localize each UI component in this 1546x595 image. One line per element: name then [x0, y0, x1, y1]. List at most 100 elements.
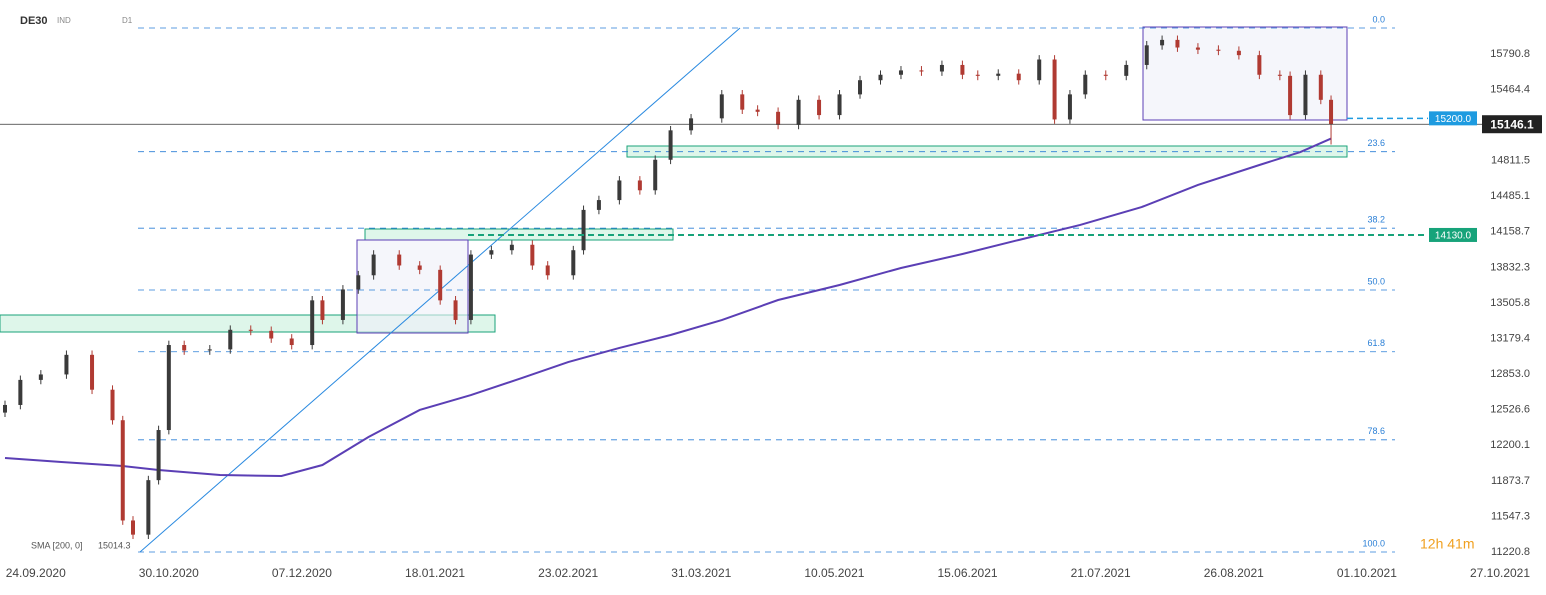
price-line-label: 14130.0: [1435, 231, 1472, 242]
candle-body: [1083, 74, 1088, 95]
last-price-box: [1482, 115, 1542, 134]
sma-legend: SMA [200, 0]: [31, 540, 83, 550]
candle-body: [740, 94, 745, 110]
candle-body: [509, 244, 514, 251]
candle-body: [1175, 39, 1180, 48]
y-tick-label: 12853.0: [1490, 368, 1530, 380]
y-tick-label: 11873.7: [1491, 475, 1530, 487]
candle-body: [960, 64, 965, 75]
candle-body: [975, 74, 980, 76]
candle-body: [489, 250, 494, 255]
fib-label: 50.0: [1367, 276, 1385, 286]
market: IND: [57, 16, 71, 25]
candle-body: [397, 254, 402, 266]
candle-body: [755, 109, 760, 112]
x-tick-label: 23.02.2021: [538, 566, 598, 580]
symbol: DE30: [20, 15, 48, 27]
candle-body: [310, 300, 315, 346]
y-tick-label: 15464.4: [1490, 83, 1530, 95]
y-tick-label: 15790.8: [1490, 48, 1530, 60]
y-tick-label: 14485.1: [1490, 190, 1530, 202]
candle-body: [1288, 75, 1293, 116]
candle-body: [146, 480, 151, 535]
candle-body: [1160, 39, 1165, 46]
x-tick-label: 30.10.2020: [139, 566, 199, 580]
candle-body: [878, 74, 883, 81]
candle-body: [1144, 45, 1149, 65]
sma-line: [4, 137, 1332, 478]
y-tick-label: 11220.8: [1491, 546, 1530, 558]
candle-body: [182, 345, 187, 351]
candle-body: [530, 244, 535, 266]
last-price-label: 15146.1: [1490, 117, 1534, 131]
candle-body: [120, 420, 125, 521]
y-tick-label: 12200.1: [1490, 439, 1530, 451]
candle-body: [898, 70, 903, 75]
price-line-box: [1429, 227, 1477, 242]
sma-legend-value: 15014.3: [98, 540, 131, 550]
candle-body: [1277, 74, 1282, 76]
candle-body: [653, 159, 658, 191]
candle-body: [581, 209, 586, 251]
timeframe: D1: [122, 16, 133, 25]
x-tick-label: 01.10.2021: [1337, 566, 1397, 580]
candle-body: [340, 289, 345, 320]
y-tick-label: 13179.4: [1490, 332, 1530, 344]
fib-label: 100.0: [1362, 538, 1385, 548]
candle-body: [571, 250, 576, 276]
fib-label: 23.6: [1367, 138, 1385, 148]
x-tick-label: 10.05.2021: [804, 566, 864, 580]
candle-body: [320, 300, 325, 320]
candle-body: [1195, 47, 1200, 50]
y-tick-label: 13505.8: [1490, 297, 1530, 309]
candle-body: [417, 265, 422, 270]
candle-body: [3, 404, 7, 413]
candle-body: [719, 94, 724, 119]
candle-body: [18, 379, 23, 405]
candle-body: [1257, 55, 1262, 75]
candle-body: [817, 99, 822, 116]
candle-body: [1052, 59, 1057, 120]
candle-body: [269, 330, 274, 339]
candle-body: [90, 354, 95, 390]
box: [1142, 26, 1348, 121]
x-tick-label: 15.06.2021: [938, 566, 998, 580]
y-tick-label: 14158.7: [1490, 226, 1530, 238]
candle-body: [668, 130, 673, 160]
price-line-box: [1429, 111, 1477, 126]
candle-body: [796, 99, 801, 125]
candle-body: [776, 111, 781, 125]
candle-body: [1236, 50, 1241, 56]
candle-body: [996, 73, 1001, 76]
candle-body: [1067, 94, 1072, 120]
candle-body: [371, 254, 376, 276]
candle-body: [637, 180, 642, 191]
y-tick-label: 14811.5: [1491, 155, 1530, 167]
candle-body: [289, 338, 294, 346]
x-tick-label: 18.01.2021: [405, 566, 465, 580]
candle-body: [617, 180, 622, 201]
candle-body: [248, 329, 253, 331]
candle-body: [38, 374, 43, 380]
candle-body: [1124, 64, 1129, 76]
candle-body: [545, 265, 550, 276]
candle-body: [858, 80, 863, 95]
candle-body: [166, 345, 171, 431]
y-tick-label: 13832.3: [1490, 261, 1530, 273]
x-tick-label: 26.08.2021: [1204, 566, 1264, 580]
fib-label: 38.2: [1367, 215, 1385, 225]
candle-body: [156, 430, 161, 481]
price-line-label: 15200.0: [1435, 114, 1472, 125]
x-tick-label: 31.03.2021: [671, 566, 731, 580]
candle-body: [438, 269, 443, 301]
candle-body: [130, 520, 135, 535]
x-tick-label: 27.10.2021: [1470, 566, 1530, 580]
candle-body: [1037, 59, 1042, 81]
x-tick-label: 07.12.2020: [272, 566, 332, 580]
fib-label: 78.6: [1367, 426, 1385, 436]
candle-body: [110, 389, 115, 421]
candle-body: [468, 254, 473, 320]
candle-body: [1329, 99, 1334, 125]
candle-body: [207, 349, 212, 351]
